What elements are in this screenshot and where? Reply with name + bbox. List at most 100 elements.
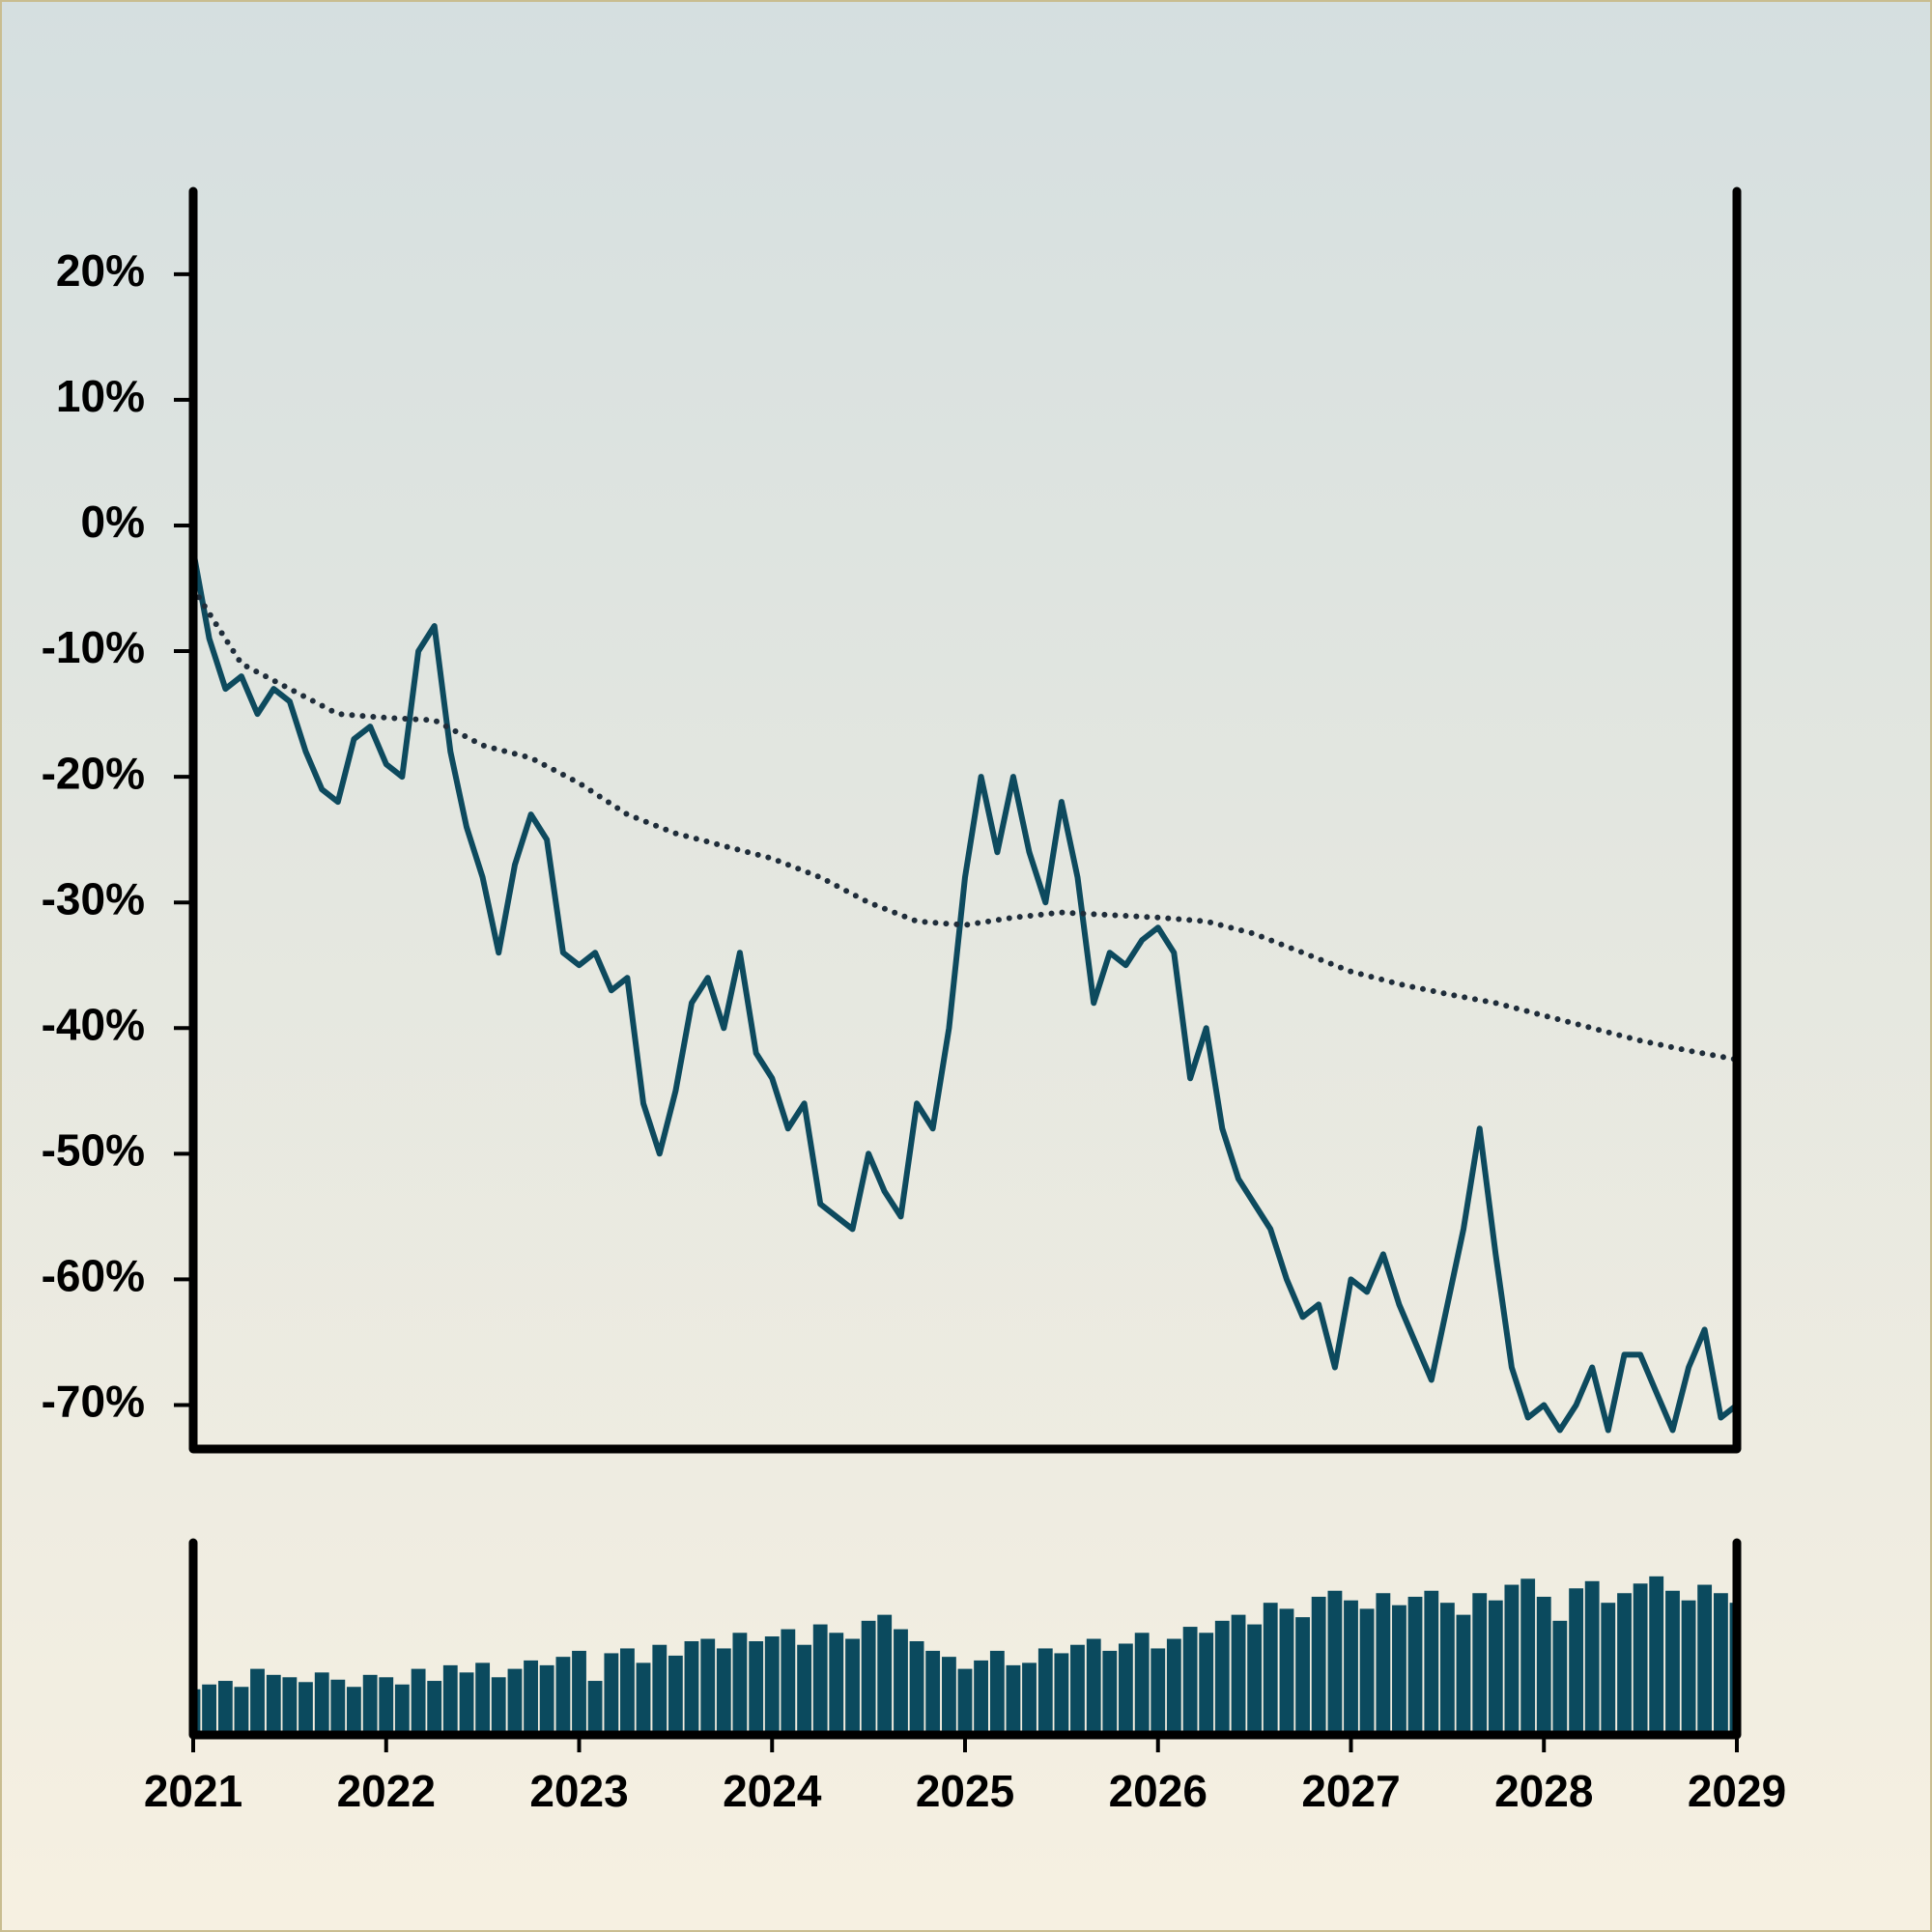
x-tick-label: 2024 [723,1766,822,1816]
volume-bar [572,1650,586,1735]
volume-bar [1456,1614,1471,1735]
volume-bar [379,1677,394,1735]
volume-bar [1697,1584,1713,1735]
axes [188,186,1742,1454]
volume-bar [764,1636,780,1735]
volume-bar [1199,1633,1214,1735]
x-tick-label: 2025 [916,1766,1014,1816]
volume-bar [411,1668,426,1735]
x-tick-label: 2022 [337,1766,436,1816]
volume-bar [1102,1650,1118,1735]
volume-bar [266,1674,281,1735]
volume-bar [942,1657,956,1735]
volume-bar [346,1687,361,1735]
volume-bar [620,1648,635,1735]
volume-bar [1054,1653,1069,1735]
volume-bar [524,1660,538,1735]
y-tick-label: 0% [81,497,145,547]
volume-bar [812,1624,828,1735]
volume-bar [1118,1643,1133,1735]
volume-bar [1151,1648,1166,1735]
volume-bar [749,1640,764,1735]
volume-bar [1359,1608,1375,1735]
volume-bar [636,1662,651,1735]
volume-bar [829,1633,844,1735]
volume-bar [1472,1593,1488,1735]
volume-bar [974,1660,988,1735]
volume-bar [1552,1620,1568,1735]
volume-bar [861,1620,876,1735]
volume-bar [217,1681,233,1735]
volume-bar [909,1640,924,1735]
volume-bar [1407,1596,1423,1735]
volume-bar [1182,1627,1198,1735]
volume-bar [1344,1600,1358,1735]
x-tick-label: 2028 [1494,1766,1593,1816]
volume-bar [716,1648,731,1735]
volume-bar [459,1672,474,1735]
volume-bar [539,1664,554,1735]
volume-bar [234,1687,249,1735]
volume-bar [1376,1593,1391,1735]
volume-bar [1681,1600,1696,1735]
volume-bar [555,1657,571,1735]
volume-bar [1327,1590,1343,1735]
volume-bar [781,1629,796,1735]
volume-bar [202,1684,216,1735]
volume-bar [797,1644,812,1735]
volume-bar [330,1679,346,1735]
volume-bar [989,1650,1005,1735]
volume-bar [587,1681,603,1735]
volume-bar [1520,1578,1536,1735]
volume-bar [1022,1662,1037,1735]
volume-bar [877,1614,893,1735]
price-line [193,550,1737,1434]
volume-bar [1311,1596,1326,1735]
volume-bar [1424,1590,1439,1735]
volume-bar [1247,1624,1263,1735]
volume-bar [1439,1603,1455,1735]
volume-bar [1536,1596,1551,1735]
volume-bar [1488,1600,1503,1735]
volume-bar [1392,1605,1406,1735]
y-tick-label: -60% [42,1251,145,1301]
volume-bar [1601,1603,1616,1735]
volume-bar [394,1684,410,1735]
volume-bar [604,1653,619,1735]
x-tick-label: 2027 [1301,1766,1400,1816]
volume-bar [700,1638,716,1735]
volume-bar [652,1644,668,1735]
volume-bar [298,1682,313,1735]
y-tick-label: 20% [56,245,145,296]
volume-bar [1263,1603,1278,1735]
volume-bar [668,1655,683,1735]
volume-bar [732,1633,748,1735]
volume-bar [1214,1620,1230,1735]
volume-bar [491,1677,506,1735]
x-tick-label: 2021 [144,1766,242,1816]
volume-bar [1037,1648,1053,1735]
volume-bar [1714,1593,1728,1735]
moving-average [193,585,1737,1063]
volume-bar [282,1677,298,1735]
volume-bar [1584,1580,1600,1735]
volume-bar [442,1664,458,1735]
volume-bar [362,1674,378,1735]
volume-bar [1134,1633,1150,1735]
y-tick-label: -70% [42,1377,145,1427]
volume-bar [684,1640,699,1735]
y-tick-label: -20% [42,748,145,798]
volume-bar [314,1672,329,1735]
y-tick-label: -50% [42,1124,145,1175]
volume-bar [1504,1584,1520,1735]
volume-bar [1166,1638,1181,1735]
volume-bar [957,1668,973,1735]
volume-bar [1006,1664,1021,1735]
volume-bar [1633,1583,1648,1735]
y-tick-label: 10% [56,371,145,421]
volume-bar [894,1629,908,1735]
volume-bar [845,1638,860,1735]
axes [188,1538,1742,1740]
volume-bar [1279,1608,1294,1735]
volume-bar [475,1662,491,1735]
